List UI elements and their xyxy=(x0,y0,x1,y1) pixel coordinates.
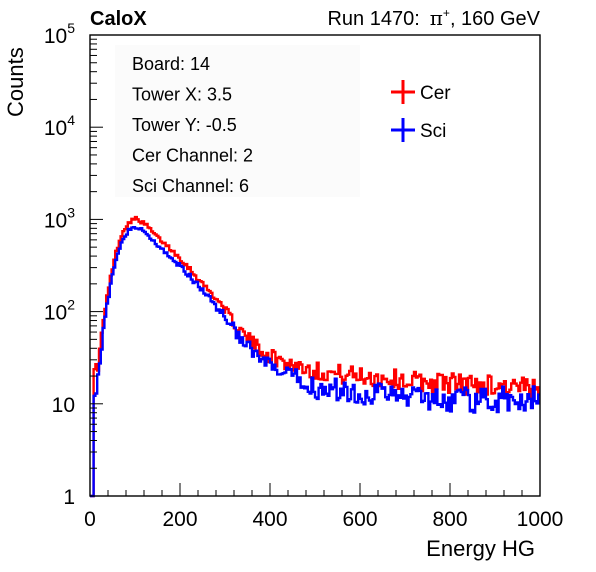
series-layer xyxy=(90,215,540,498)
info-box: Board: 14 Tower X: 3.5 Tower Y: -0.5 Cer Ch… xyxy=(132,54,253,196)
info-line: Sci Channel: 6 xyxy=(132,176,249,196)
x-tick-label: 0 xyxy=(84,508,96,531)
x-axis-title: Energy HG xyxy=(426,536,535,561)
y-tick-exponent: 4 xyxy=(67,112,75,128)
particle-symbol: π xyxy=(430,6,443,30)
beam-energy: , 160 GeV xyxy=(450,8,541,30)
brand-label: CaloX xyxy=(90,8,147,30)
info-line: Board: 14 xyxy=(132,54,210,74)
y-tick-base: 10 xyxy=(44,117,67,140)
y-tick-label: 1 xyxy=(63,486,75,509)
series-sci-line xyxy=(90,226,540,498)
info-line: Cer Channel: 2 xyxy=(132,146,253,166)
series-cer-line xyxy=(90,215,540,498)
y-tick-exponent: 5 xyxy=(67,20,75,36)
y-tick-label: 104 xyxy=(44,112,75,140)
y-tick-base: 10 xyxy=(44,209,67,232)
info-line: Tower X: 3.5 xyxy=(132,85,232,105)
run-number: Run 1470: xyxy=(327,8,419,30)
y-tick-base: 1 xyxy=(63,486,75,509)
y-tick-label: 10 xyxy=(52,394,75,417)
x-tick-label: 200 xyxy=(162,508,197,531)
y-tick-exponent: 3 xyxy=(67,204,75,220)
legend-label: Cer xyxy=(420,83,451,104)
plot-frame xyxy=(89,34,541,497)
x-tick-label: 400 xyxy=(252,508,287,531)
y-tick-exponent: 2 xyxy=(67,297,75,313)
y-tick-label: 103 xyxy=(44,204,75,232)
y-tick-base: 10 xyxy=(44,302,67,325)
y-tick-label: 102 xyxy=(44,297,75,325)
legend-label: Sci xyxy=(420,121,446,142)
legend: Cer Sci xyxy=(391,80,451,142)
y-axis-title: Counts xyxy=(3,47,28,117)
y-tick-base: 10 xyxy=(52,394,75,417)
y-tick-label: 105 xyxy=(44,20,75,48)
x-tick-label: 600 xyxy=(342,508,377,531)
particle-charge: + xyxy=(443,6,450,20)
info-line: Tower Y: -0.5 xyxy=(132,115,237,135)
run-label: Run 1470: π+, 160 GeV xyxy=(327,6,540,30)
info-box-bg xyxy=(115,45,360,197)
x-tick-label: 800 xyxy=(432,508,467,531)
y-tick-base: 10 xyxy=(44,25,67,48)
x-tick-label: 1000 xyxy=(517,508,564,531)
